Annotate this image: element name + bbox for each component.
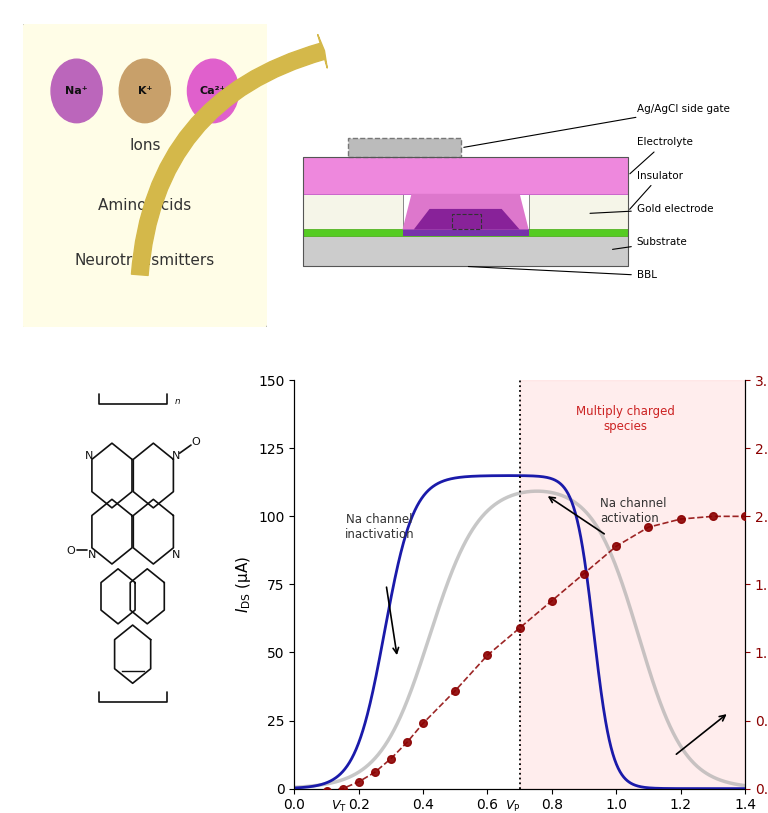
- Text: K⁺: K⁺: [137, 86, 152, 96]
- Text: Na⁺: Na⁺: [65, 86, 88, 96]
- Bar: [303, 157, 627, 267]
- Text: N: N: [172, 550, 180, 559]
- Text: Electrolyte: Electrolyte: [630, 137, 693, 174]
- Text: $_n$: $_n$: [174, 394, 181, 407]
- Circle shape: [119, 59, 170, 123]
- Text: Amino acids: Amino acids: [98, 198, 191, 213]
- Bar: [528, 193, 627, 233]
- Circle shape: [51, 59, 102, 123]
- Circle shape: [187, 59, 239, 123]
- Bar: [520, 380, 745, 789]
- Text: O: O: [67, 546, 75, 556]
- Bar: [303, 233, 627, 267]
- Text: Insulator: Insulator: [630, 171, 683, 209]
- Y-axis label: $I_{\mathrm{DS}}$ (μA): $I_{\mathrm{DS}}$ (μA): [233, 556, 253, 613]
- Text: O: O: [191, 437, 200, 447]
- Text: N: N: [85, 451, 94, 461]
- Text: Na channel
inactivation: Na channel inactivation: [345, 513, 415, 541]
- Text: N: N: [88, 550, 96, 559]
- Text: $V_\mathrm{P}$: $V_\mathrm{P}$: [505, 799, 521, 813]
- Text: BBL: BBL: [468, 267, 657, 280]
- Bar: [402, 229, 528, 236]
- Text: Ions: Ions: [129, 138, 161, 153]
- FancyBboxPatch shape: [21, 19, 269, 333]
- Bar: [452, 215, 482, 229]
- Text: $V_\mathrm{T}$: $V_\mathrm{T}$: [332, 799, 347, 813]
- Polygon shape: [414, 209, 520, 229]
- Bar: [303, 193, 402, 233]
- Text: N: N: [172, 451, 180, 461]
- Text: Ag/AgCl side gate: Ag/AgCl side gate: [464, 104, 730, 147]
- Bar: [349, 138, 461, 158]
- Text: Ca²⁺: Ca²⁺: [200, 86, 227, 96]
- Polygon shape: [402, 193, 528, 229]
- Text: Multiply charged
species: Multiply charged species: [577, 405, 675, 433]
- Text: Neurotransmitters: Neurotransmitters: [74, 253, 215, 267]
- Bar: [303, 229, 627, 236]
- Text: Substrate: Substrate: [613, 237, 687, 250]
- Bar: [303, 158, 627, 193]
- Text: Na channel
activation: Na channel activation: [600, 497, 667, 525]
- Text: Gold electrode: Gold electrode: [590, 204, 713, 214]
